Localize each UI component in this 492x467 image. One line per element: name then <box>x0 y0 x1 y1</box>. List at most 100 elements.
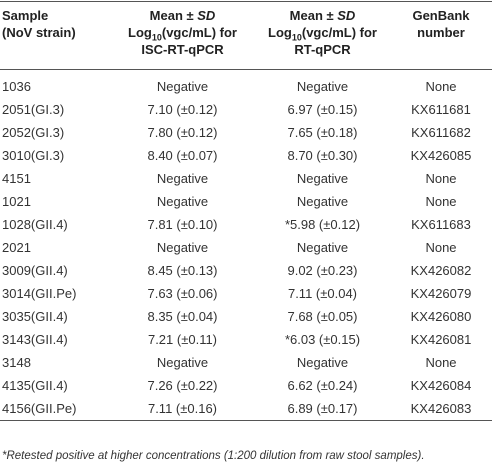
table-cell: 2052(GI.3) <box>2 125 65 140</box>
header-text: 10 <box>291 32 302 43</box>
table-cell: 7.11 (±0.16) <box>110 397 255 421</box>
table-cell: 2021 <box>2 240 31 255</box>
header-row: Sample (NoV strain) Mean ± SD Log10(vgc/mL)… <box>0 1 492 70</box>
table-cell: KX426079 <box>410 286 472 301</box>
table-cell: 3009(GII.4) <box>2 263 68 278</box>
table-cell: 7.65 (±0.18) <box>287 125 358 140</box>
table-row: 1028(GII.4) 7.81 (±0.10) *5.98 (±0.12) KX61… <box>0 213 492 236</box>
table-cell: *5.98 (±0.12) <box>284 217 361 232</box>
table-cell: 2051(GI.3) <box>2 102 65 117</box>
header-text: Log <box>268 25 292 40</box>
table-row: 2052(GI.3) 7.80 (±0.12) 7.65 (±0.18) KX6116… <box>0 121 492 144</box>
table-cell: Negative <box>156 355 209 370</box>
header-text: (NoV strain) <box>2 25 76 40</box>
table-cell: 8.70 (±0.30) <box>287 148 358 163</box>
table-row: 1021 Negative Negative None <box>0 190 492 213</box>
header-text: Log <box>128 25 152 40</box>
table-cell: 7.26 (±0.22) <box>147 378 218 393</box>
table-cell: Negative <box>296 355 349 370</box>
header-text: ISC-RT-qPCR <box>141 42 224 57</box>
table-cell: Negative <box>296 240 349 255</box>
table-cell: 8.45 (±0.13) <box>147 263 218 278</box>
table-cell: 7.63 (±0.06) <box>147 286 218 301</box>
table-cell: Negative <box>296 194 349 209</box>
table-cell: 6.62 (±0.24) <box>287 378 358 393</box>
table-cell: Negative <box>156 194 209 209</box>
table-cell: KX426083 <box>390 397 492 421</box>
header-text: Mean ± <box>289 8 338 23</box>
data-table: Sample (NoV strain) Mean ± SD Log10(vgc/mL)… <box>0 1 492 421</box>
table-cell: 7.21 (±0.11) <box>147 332 218 347</box>
table-cell: 7.81 (±0.10) <box>147 217 218 232</box>
header-text: Mean ± <box>149 8 198 23</box>
table-cell: KX611683 <box>411 217 471 232</box>
column-header: Sample (NoV strain) <box>0 1 110 70</box>
table-cell: 7.10 (±0.12) <box>147 102 218 117</box>
table-row: 3009(GII.4) 8.45 (±0.13) 9.02 (±0.23) KX426… <box>0 259 492 282</box>
table-row: 1036 Negative Negative None <box>0 70 492 99</box>
table-cell: 6.89 (±0.17) <box>255 397 390 421</box>
header-text: Sample <box>2 8 49 23</box>
table-cell: Negative <box>156 79 209 94</box>
table-cell: KX611682 <box>411 125 471 140</box>
header-text: GenBank <box>412 8 470 23</box>
table-cell: Negative <box>156 240 209 255</box>
table-cell: 1021 <box>2 194 31 209</box>
table-row: 3010(GI.3) 8.40 (±0.07) 8.70 (±0.30) KX4260… <box>0 144 492 167</box>
table-cell: 7.68 (±0.05) <box>287 309 358 324</box>
table-cell: *6.03 (±0.15) <box>284 332 361 347</box>
table-cell: Negative <box>156 171 209 186</box>
table-cell: 4156(GII.Pe) <box>0 397 110 421</box>
table-cell: KX426082 <box>410 263 472 278</box>
table-row: 4151 Negative Negative None <box>0 167 492 190</box>
table-cell: 7.11 (±0.04) <box>287 286 358 301</box>
table-cell: 9.02 (±0.23) <box>287 263 358 278</box>
header-text: RT-qPCR <box>294 42 351 57</box>
table-cell: KX426084 <box>410 378 472 393</box>
table-row: 3148 Negative Negative None <box>0 351 492 374</box>
table-cell: KX611681 <box>411 102 471 117</box>
table-cell: None <box>425 194 457 209</box>
header-text: 10 <box>151 32 162 43</box>
table-row: 4135(GII.4) 7.26 (±0.22) 6.62 (±0.24) KX426… <box>0 374 492 397</box>
table-cell: 8.40 (±0.07) <box>147 148 218 163</box>
table-cell: 7.80 (±0.12) <box>147 125 218 140</box>
column-header: Mean ± SD Log10(vgc/mL) for ISC-RT-qPCR <box>110 1 255 70</box>
table-cell: None <box>425 240 457 255</box>
table-cell: None <box>425 171 457 186</box>
table-cell: Negative <box>296 171 349 186</box>
header-text: number <box>417 25 465 40</box>
table-body: 1036 Negative Negative None 2051(GI.3) 7.10 (… <box>0 70 492 421</box>
table-cell: None <box>425 79 457 94</box>
header-text: (vgc/mL) for <box>161 25 237 40</box>
table-cell: 1036 <box>2 79 31 94</box>
table-row: 4156(GII.Pe) 7.11 (±0.16) 6.89 (±0.17) KX42… <box>0 397 492 421</box>
table-cell: 4151 <box>2 171 31 186</box>
table-cell: KX426081 <box>410 332 472 347</box>
table-cell: KX426085 <box>410 148 472 163</box>
column-header: Mean ± SD Log10(vgc/mL) for RT-qPCR <box>255 1 390 70</box>
header-text: SD <box>197 8 216 23</box>
table-cell: None <box>425 355 457 370</box>
table-row: 3014(GII.Pe) 7.63 (±0.06) 7.11 (±0.04) KX42… <box>0 282 492 305</box>
table-cell: 4135(GII.4) <box>2 378 68 393</box>
table-row: 2021 Negative Negative None <box>0 236 492 259</box>
table-row: 2051(GI.3) 7.10 (±0.12) 6.97 (±0.15) KX6116… <box>0 98 492 121</box>
header-text: (vgc/mL) for <box>301 25 377 40</box>
table-cell: 1028(GII.4) <box>2 217 68 232</box>
column-header: GenBank number <box>390 1 492 70</box>
table-cell: 3148 <box>2 355 31 370</box>
table-cell: KX426080 <box>410 309 472 324</box>
table-cell: 3143(GII.4) <box>2 332 68 347</box>
table-cell: Negative <box>296 79 349 94</box>
footnote: *Retested positive at higher concentrati… <box>2 450 425 462</box>
table-row: 3035(GII.4) 8.35 (±0.04) 7.68 (±0.05) KX426… <box>0 305 492 328</box>
table-cell: 8.35 (±0.04) <box>147 309 218 324</box>
table-cell: 3010(GI.3) <box>2 148 65 163</box>
table-cell: 6.97 (±0.15) <box>287 102 358 117</box>
header-text: SD <box>337 8 356 23</box>
table-row: 3143(GII.4) 7.21 (±0.11) *6.03 (±0.15) KX42… <box>0 328 492 351</box>
table-cell: 3035(GII.4) <box>2 309 68 324</box>
table-cell: 3014(GII.Pe) <box>2 286 77 301</box>
